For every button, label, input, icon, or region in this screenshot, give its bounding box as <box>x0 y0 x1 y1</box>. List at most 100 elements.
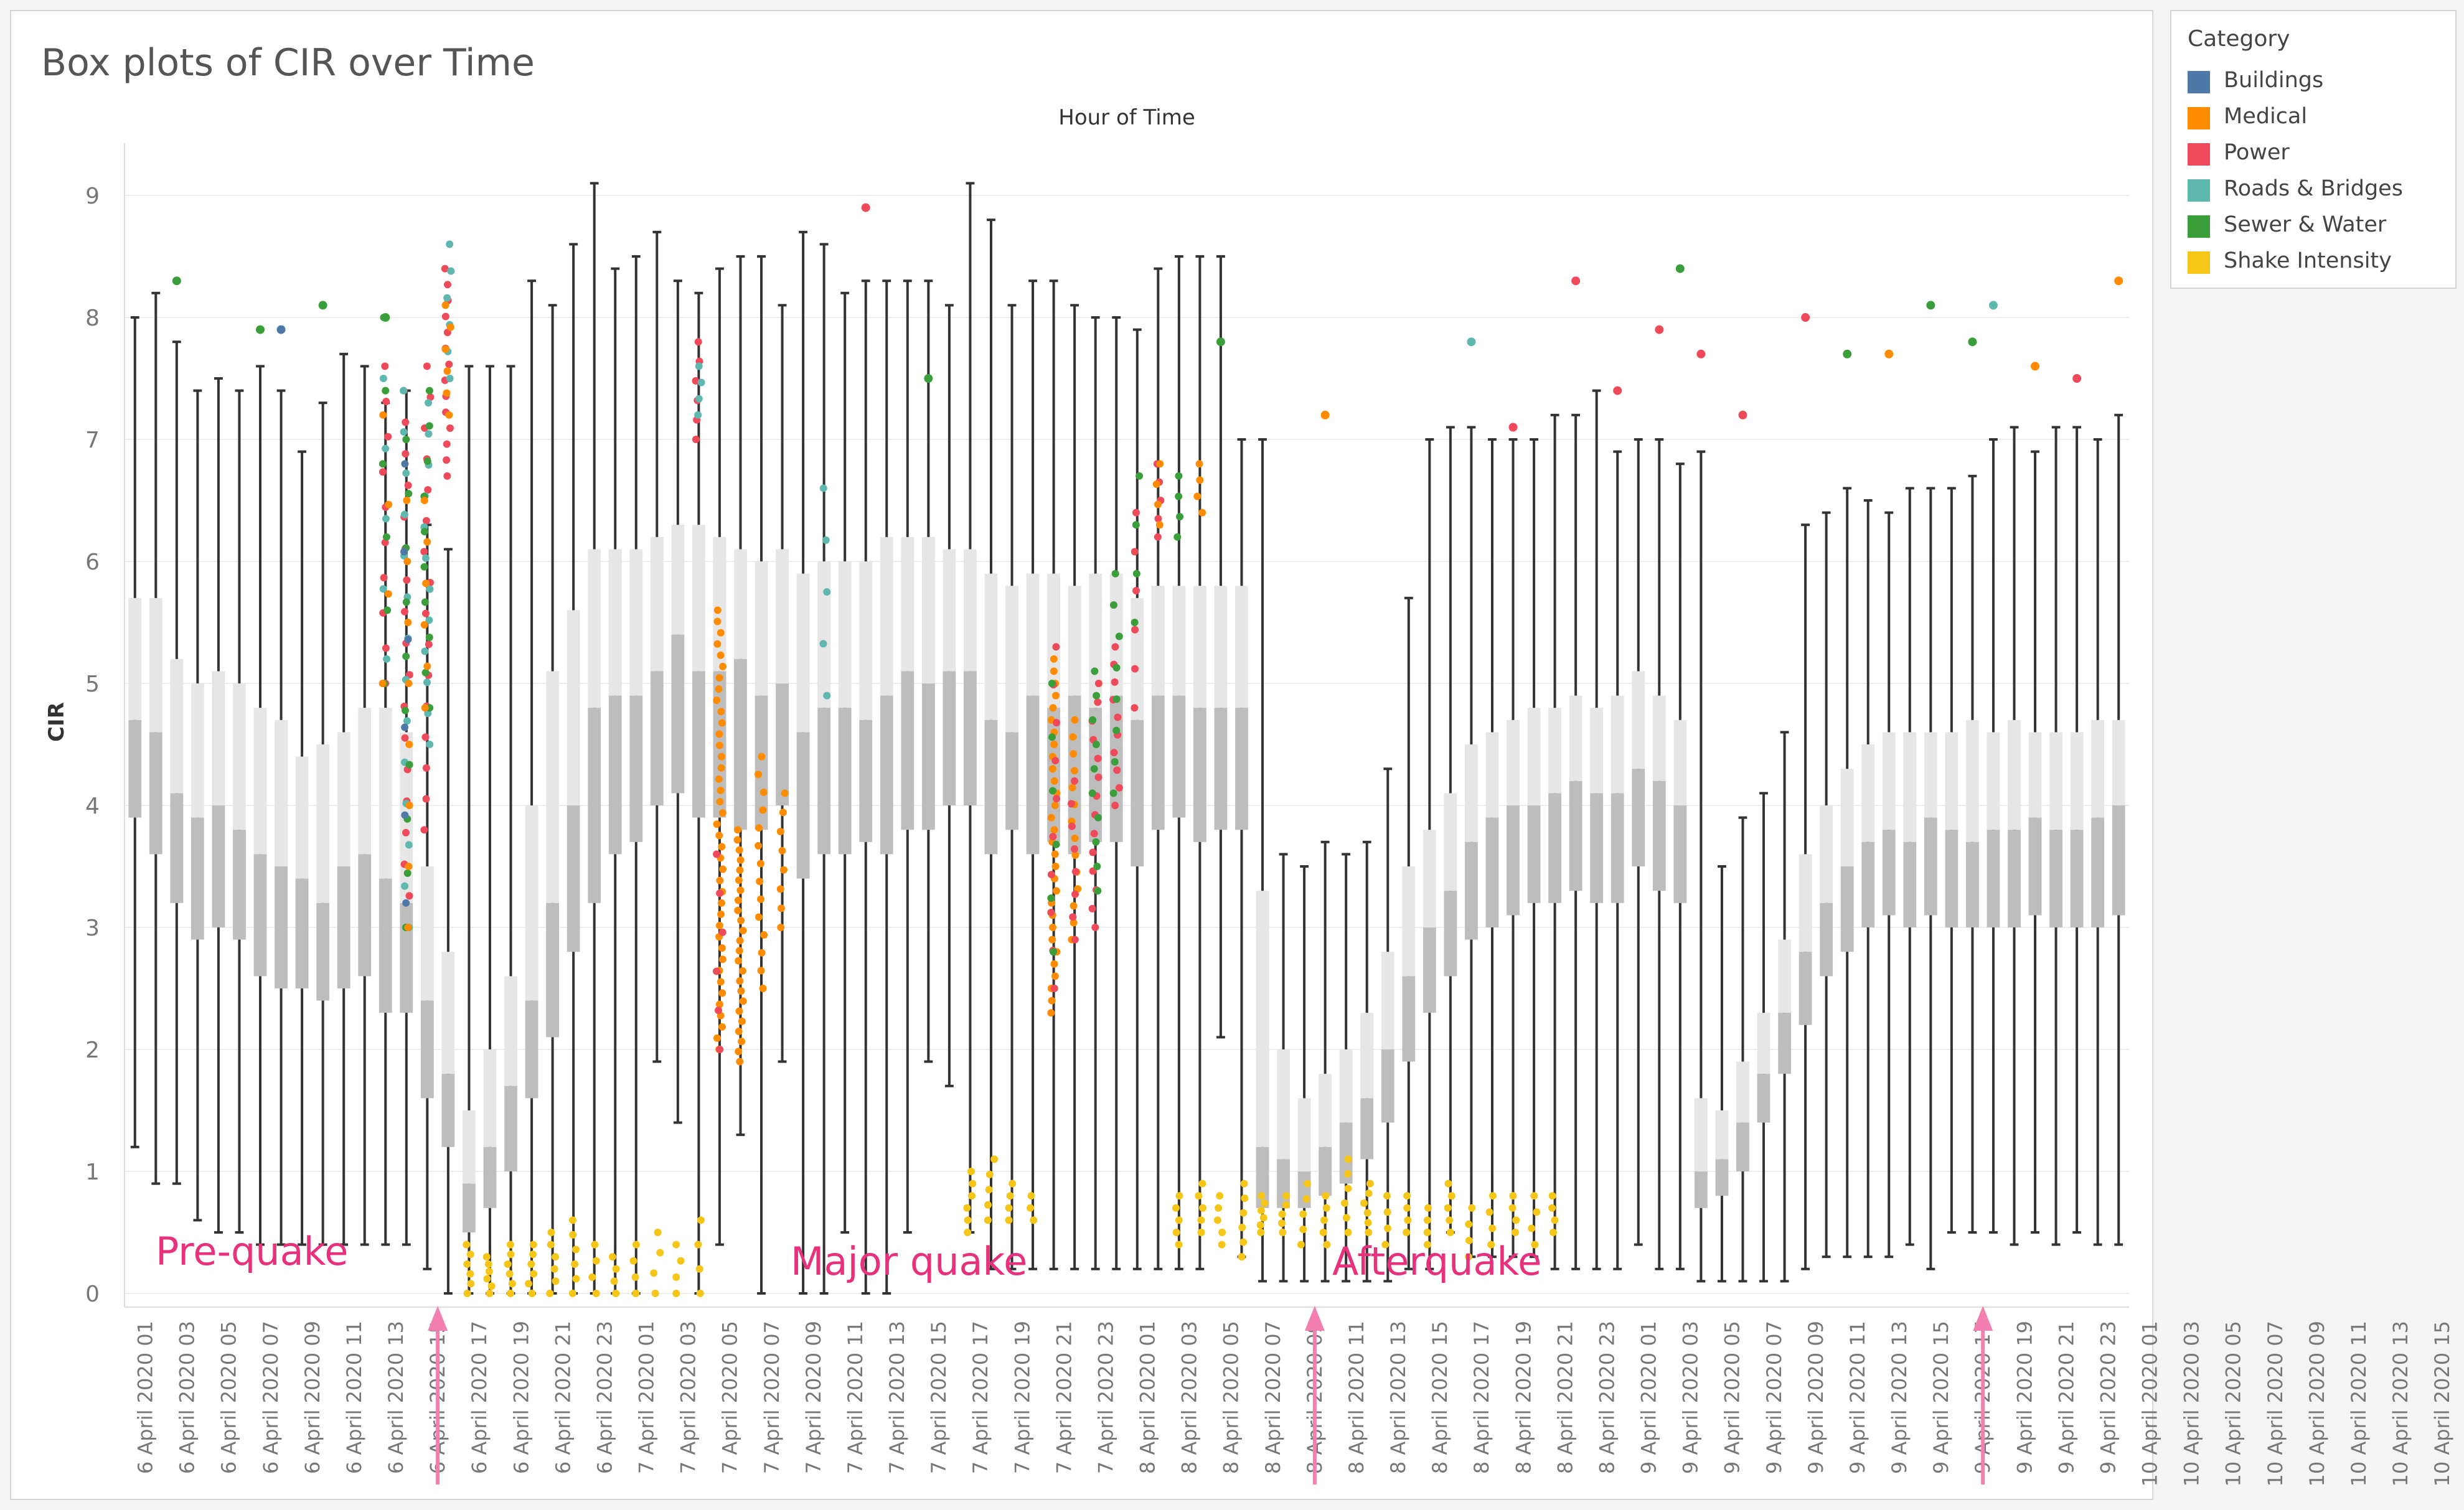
shake-intensity-point <box>964 1229 971 1236</box>
box-lower-half <box>170 793 183 903</box>
shake-intensity-point <box>1197 1216 1205 1224</box>
x-tick-label: 8 April 2020 03 <box>1178 1321 1201 1474</box>
box-lower-half <box>546 903 559 1038</box>
box-upper-half <box>629 549 642 695</box>
box-upper-half <box>1861 744 1874 842</box>
outlier-point <box>422 555 430 562</box>
shake-intensity-point <box>1365 1189 1373 1197</box>
outlier-point <box>401 511 408 518</box>
outlier-point <box>446 424 454 432</box>
box-upper-half <box>1903 732 1916 842</box>
outlier-point <box>1968 337 1977 346</box>
annotation-arrow-head <box>1305 1306 1325 1331</box>
box-lower-half <box>2071 830 2084 927</box>
shake-intensity-point <box>968 1192 976 1199</box>
shake-intensity-point <box>1216 1192 1223 1199</box>
outlier-point <box>405 863 413 870</box>
outlier-point <box>423 538 431 546</box>
shake-intensity-point <box>1279 1229 1286 1236</box>
outlier-point <box>1068 800 1075 807</box>
shake-intensity-point <box>1261 1199 1268 1207</box>
outlier-point <box>716 922 723 929</box>
box-upper-half <box>1068 586 1081 695</box>
outlier-point <box>1154 533 1162 541</box>
box-lower-half <box>128 720 141 818</box>
shake-intensity-point <box>1030 1216 1037 1224</box>
shake-intensity-point <box>1403 1229 1410 1236</box>
box-lower-half <box>504 1086 517 1171</box>
outlier-point <box>734 907 741 914</box>
outlier-point <box>1050 667 1058 675</box>
box-lower-half <box>1528 805 1541 903</box>
x-tick-label: 6 April 2020 03 <box>176 1321 199 1474</box>
box-lower-half <box>1047 708 1060 842</box>
shake-intensity-point <box>546 1290 553 1297</box>
outlier-point <box>1048 871 1055 878</box>
box-lower-half <box>1193 708 1206 842</box>
outlier-point <box>405 841 413 848</box>
outlier-point <box>740 927 747 934</box>
shake-intensity-point <box>1533 1208 1540 1216</box>
box-upper-half <box>817 561 830 708</box>
box-upper-half <box>2112 720 2125 805</box>
outlier-point <box>1131 619 1139 626</box>
box-lower-half <box>1005 732 1018 830</box>
box-upper-half <box>1215 586 1228 708</box>
outlier-point <box>1198 509 1206 517</box>
box-lower-half <box>337 866 350 988</box>
outlier-point <box>402 734 409 742</box>
shake-intensity-point <box>1172 1204 1180 1212</box>
outlier-point <box>1051 972 1059 980</box>
outlier-point <box>1053 719 1060 726</box>
outlier-point <box>403 717 411 725</box>
box-upper-half <box>1987 732 2000 830</box>
x-tick-label: 10 April 2020 13 <box>2389 1321 2412 1487</box>
outlier-point <box>382 644 390 652</box>
outlier-point <box>421 528 428 535</box>
x-tick-label: 7 April 2020 19 <box>1010 1321 1034 1474</box>
box-lower-half <box>1716 1159 1729 1196</box>
outlier-point <box>420 548 428 555</box>
box-upper-half <box>1486 732 1499 817</box>
x-tick-label: 9 April 2020 23 <box>2096 1321 2120 1474</box>
shake-intensity-point <box>593 1257 600 1265</box>
outlier-point <box>862 204 870 212</box>
outlier-point <box>426 387 433 395</box>
shake-intensity-point <box>548 1229 555 1236</box>
x-tick-label: 10 April 2020 11 <box>2347 1321 2371 1487</box>
shake-intensity-point <box>1173 1229 1180 1236</box>
outlier-point <box>735 957 742 965</box>
box-lower-half <box>254 854 267 976</box>
box-lower-half <box>2029 818 2042 916</box>
outlier-point <box>1509 423 1518 431</box>
outlier-point <box>716 877 723 884</box>
box-upper-half <box>1027 574 1040 696</box>
outlier-point <box>1113 695 1121 703</box>
shake-intensity-point <box>1549 1192 1556 1199</box>
outlier-point <box>406 802 413 809</box>
outlier-point <box>1467 337 1475 346</box>
shake-intensity-point <box>1366 1180 1374 1188</box>
box-upper-half <box>2008 720 2021 830</box>
outlier-point <box>1216 337 1225 346</box>
outlier-point <box>1071 845 1078 853</box>
outlier-point <box>379 460 387 467</box>
outlier-point <box>1048 814 1055 822</box>
outlier-point <box>1049 924 1056 931</box>
shake-intensity-point <box>986 1171 994 1178</box>
box-upper-half <box>1799 854 1812 952</box>
box-upper-half <box>2049 732 2062 830</box>
outlier-point <box>421 704 429 711</box>
shake-intensity-point <box>1260 1214 1267 1221</box>
shake-intensity-point <box>672 1273 680 1281</box>
outlier-point <box>401 608 408 616</box>
outlier-point <box>1112 570 1119 578</box>
outlier-point <box>924 374 933 383</box>
outlier-point <box>1156 460 1164 467</box>
outlier-point <box>716 674 723 682</box>
outlier-point <box>756 878 763 885</box>
box-upper-half <box>484 1049 497 1147</box>
box-lower-half <box>525 1001 538 1099</box>
box-upper-half <box>1172 586 1185 695</box>
